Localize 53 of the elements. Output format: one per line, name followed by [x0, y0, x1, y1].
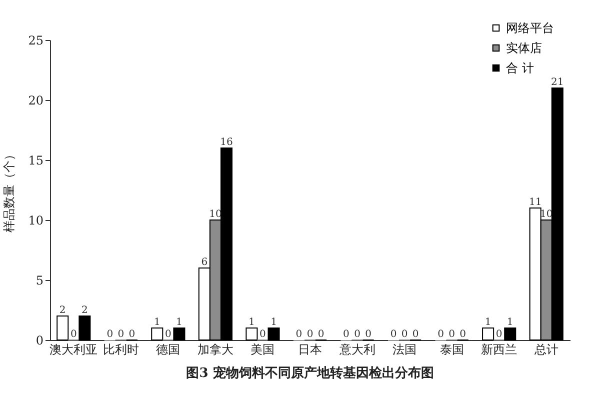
- y-tick-label: 10: [28, 214, 44, 228]
- y-tick-label: 5: [36, 274, 44, 288]
- data-label: 0: [70, 329, 77, 340]
- data-label: 0: [390, 329, 397, 340]
- y-tick-label: 15: [28, 154, 44, 168]
- x-tick-label: 泰国: [440, 342, 464, 356]
- data-label: 1: [270, 317, 277, 328]
- y-tick-label: 20: [28, 94, 44, 108]
- data-label: 16: [220, 137, 233, 148]
- data-label: 0: [354, 329, 360, 340]
- data-label: 0: [128, 329, 136, 340]
- data-label: 1: [176, 317, 182, 328]
- x-tick-label: 日本: [298, 342, 322, 356]
- data-label: 1: [248, 317, 255, 328]
- y-tick-label: 25: [28, 34, 44, 48]
- data-label: 6: [201, 257, 208, 268]
- data-label: 1: [154, 317, 160, 328]
- data-label: 0: [460, 329, 466, 340]
- data-label: 21: [551, 77, 564, 88]
- data-label: 11: [528, 197, 542, 208]
- legend-label: 网络平台: [506, 21, 554, 35]
- x-tick-label: 澳大利亚: [50, 342, 98, 356]
- data-label: 2: [59, 305, 66, 316]
- x-tick-label: 比利时: [102, 342, 139, 356]
- x-tick-label: 新西兰: [481, 342, 518, 356]
- x-tick-label: 美国: [250, 342, 275, 356]
- x-tick-label: 意大利: [338, 342, 376, 356]
- x-tick-label: 法国: [392, 342, 417, 356]
- data-label: 0: [343, 329, 350, 340]
- data-label: 0: [438, 329, 444, 340]
- data-label: 0: [106, 329, 114, 340]
- x-tick-label: 加拿大: [197, 342, 234, 356]
- y-tick-label: 0: [36, 334, 44, 348]
- data-label: 0: [412, 329, 419, 340]
- legend-label: 合 计: [506, 61, 534, 75]
- data-label: 0: [496, 329, 502, 340]
- data-label: 0: [401, 329, 408, 340]
- data-label: 0: [296, 329, 302, 340]
- data-label: 0: [164, 329, 172, 340]
- data-label: 0: [318, 329, 324, 340]
- data-label: 2: [81, 305, 88, 316]
- data-label: 0: [118, 329, 124, 340]
- y-axis-title: 样品数量（个）: [2, 148, 16, 232]
- data-label: 1: [484, 317, 492, 328]
- data-label: 0: [260, 329, 266, 340]
- legend-label: 实体店: [506, 41, 542, 55]
- x-tick-label: 总计: [533, 342, 558, 356]
- text: 图3 宠物饲料不同原产地转基因检出分布图: [186, 365, 434, 381]
- data-label: 0: [306, 329, 314, 340]
- data-label: 1: [506, 317, 514, 328]
- x-tick-label: 德国: [156, 342, 180, 356]
- data-label: 0: [448, 329, 456, 340]
- data-label: 0: [365, 329, 372, 340]
